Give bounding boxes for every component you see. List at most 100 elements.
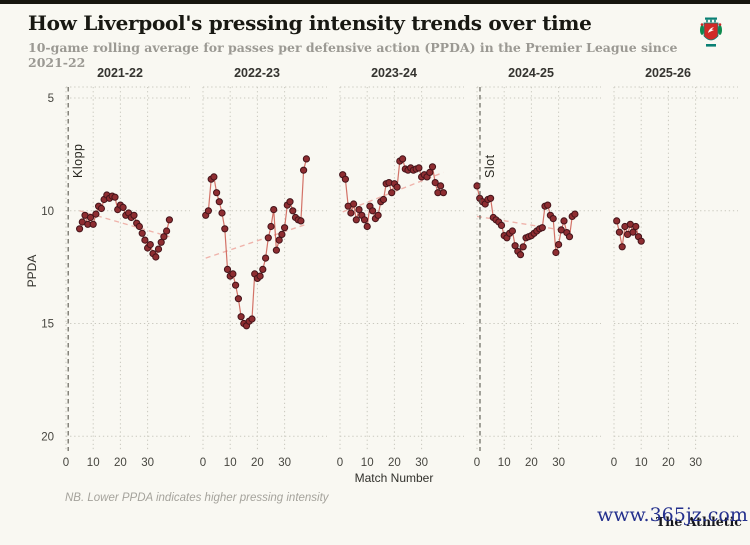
data-point (270, 206, 278, 214)
data-point (497, 221, 506, 229)
site-watermark: www.365jz.com (597, 504, 748, 526)
data-point (428, 163, 437, 171)
data-point (272, 246, 280, 254)
data-point (565, 233, 574, 241)
x-tick-label: 30 (689, 457, 702, 469)
manager-label: Klopp (71, 144, 85, 178)
facet-2022-23: 0 10 20 30 2022-23 (200, 66, 327, 469)
data-point (615, 228, 624, 236)
data-point (426, 168, 434, 176)
x-tick-label: 0 (474, 457, 480, 469)
data-point (141, 236, 149, 244)
x-tick-label: 20 (251, 457, 264, 469)
x-tick-label: 30 (278, 457, 291, 469)
x-tick-label: 10 (87, 457, 100, 469)
data-point (379, 195, 388, 204)
data-point (538, 224, 546, 232)
data-point (300, 166, 308, 174)
data-point (215, 198, 223, 206)
data-point (204, 207, 212, 215)
facet-2021-22: 0 10 20 30 2021-22 (63, 66, 190, 469)
data-point (363, 222, 371, 231)
page-title: How Liverpool's pressing intensity trend… (28, 11, 592, 35)
y-tick-label: 15 (41, 319, 54, 331)
trend-line (205, 223, 307, 259)
facet-2024-25: 0 10 20 30 2024-25 (473, 66, 601, 469)
data-point (165, 216, 173, 224)
data-point (281, 224, 289, 232)
data-point (111, 193, 119, 201)
data-point (437, 182, 445, 190)
data-point (259, 265, 267, 273)
data-point (613, 217, 621, 225)
x-tick-label: 20 (525, 457, 538, 469)
facet-2025-26: 0 10 20 30 2025-26 (611, 66, 738, 469)
data-point (508, 227, 517, 235)
data-point (154, 245, 163, 253)
data-point (210, 173, 218, 181)
data-point (399, 155, 407, 163)
top-border (0, 0, 750, 4)
x-tick-label: 30 (415, 457, 428, 469)
data-point (560, 217, 568, 225)
data-point (431, 179, 439, 187)
data-point (86, 213, 95, 222)
x-tick-label: 30 (552, 457, 565, 469)
data-point (347, 209, 355, 217)
season-label: 2023-24 (371, 66, 417, 80)
data-point (352, 216, 360, 224)
data-point (218, 209, 226, 217)
data-point (264, 234, 272, 242)
data-point (629, 228, 637, 236)
data-point (289, 207, 297, 215)
data-point (119, 203, 127, 211)
x-tick-label: 20 (114, 457, 127, 469)
data-point (76, 225, 84, 233)
data-point (223, 265, 232, 273)
season-label: 2025-26 (645, 66, 691, 80)
data-point (286, 198, 294, 206)
data-point (393, 183, 401, 191)
data-point (92, 210, 100, 218)
season-label: 2021-22 (97, 66, 143, 80)
data-point (89, 220, 97, 228)
data-point (278, 230, 286, 238)
data-point (388, 189, 396, 197)
manager-label: Slot (483, 154, 497, 178)
data-point (439, 189, 447, 197)
data-point (516, 251, 525, 259)
data-point (341, 175, 349, 183)
series-line (205, 158, 307, 327)
data-point (632, 222, 640, 231)
x-tick-label: 10 (361, 457, 374, 469)
data-point (519, 243, 527, 251)
x-tick-label: 0 (337, 457, 343, 469)
data-point (232, 281, 240, 289)
data-point (135, 222, 143, 231)
data-point (297, 217, 305, 225)
data-point (130, 211, 138, 219)
data-point (138, 229, 146, 237)
data-point (229, 270, 237, 278)
data-point (555, 241, 563, 249)
season-label: 2022-23 (234, 66, 280, 80)
data-point (360, 216, 369, 224)
x-tick-label: 0 (611, 457, 617, 469)
x-tick-label: 20 (662, 457, 675, 469)
series-line (616, 220, 642, 247)
chart-footnote: NB. Lower PPDA indicates higher pressing… (65, 492, 329, 504)
facet-2023-24: 0 10 20 30 2023-24 (337, 66, 464, 469)
data-point (511, 242, 519, 250)
data-point (571, 210, 579, 218)
x-tick-label: 10 (635, 457, 648, 469)
x-tick-label: 10 (224, 457, 237, 469)
data-point (487, 194, 495, 202)
data-point (415, 164, 423, 172)
data-point (221, 225, 229, 233)
liverpool-crest-icon (698, 17, 724, 49)
data-point (350, 200, 358, 208)
data-point (234, 295, 242, 303)
data-point (163, 227, 171, 235)
